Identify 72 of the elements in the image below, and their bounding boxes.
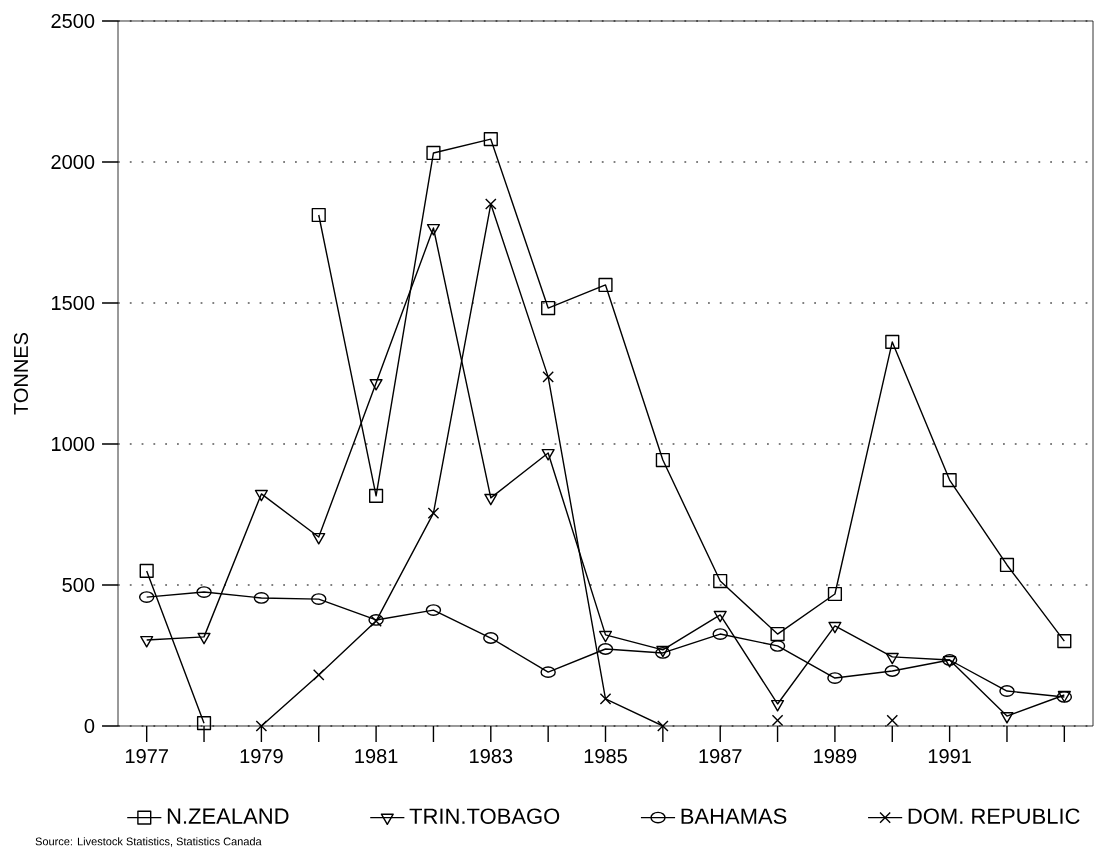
point	[485, 198, 497, 210]
point	[598, 630, 613, 643]
point	[885, 334, 900, 349]
point	[541, 300, 556, 316]
point	[369, 378, 383, 391]
point	[884, 665, 900, 677]
point	[425, 604, 442, 616]
legend-label: BAHAMAS	[681, 808, 787, 824]
point	[311, 593, 327, 605]
y-tick-label: 2500	[51, 13, 95, 29]
point	[597, 643, 614, 655]
point	[712, 628, 728, 640]
point	[827, 586, 843, 602]
point	[886, 714, 899, 727]
point	[770, 626, 785, 642]
point	[598, 277, 613, 293]
point	[139, 563, 154, 578]
y-tick-label: 0	[84, 718, 95, 734]
point	[427, 507, 440, 519]
point	[253, 592, 270, 604]
x-tick-label: 1991	[928, 749, 971, 764]
x-tick-label: 1987	[699, 749, 742, 764]
point	[1057, 634, 1072, 649]
point	[254, 489, 268, 502]
point	[484, 493, 498, 506]
point	[312, 669, 325, 681]
point	[140, 635, 154, 648]
point	[197, 632, 211, 645]
point	[713, 573, 728, 589]
point	[999, 685, 1015, 697]
x-tick-label: 1979	[240, 749, 283, 764]
x-tick-label: 1981	[355, 749, 398, 764]
point	[483, 632, 499, 644]
point	[942, 472, 957, 488]
legend-label: N.ZEALAND	[167, 808, 289, 824]
point	[426, 223, 441, 236]
y-axis-title: TONNES	[13, 332, 29, 415]
point	[885, 652, 899, 665]
x-tick-label: 1989	[814, 749, 857, 764]
point	[540, 666, 556, 679]
point	[828, 621, 842, 634]
point	[1000, 712, 1014, 724]
x-tick-label: 1983	[470, 749, 513, 764]
point	[655, 452, 670, 468]
point	[599, 693, 612, 705]
y-tick-label: 1000	[52, 436, 95, 452]
y-tick-label: 1500	[52, 295, 95, 311]
point	[196, 716, 212, 731]
x-tick-label: 1977	[125, 749, 168, 764]
point	[999, 557, 1015, 573]
point	[311, 207, 326, 223]
point	[196, 586, 212, 598]
point	[542, 371, 554, 383]
point	[541, 448, 555, 461]
point	[426, 145, 441, 161]
point	[312, 532, 326, 545]
x-tick-label: 1985	[584, 749, 627, 764]
point	[769, 640, 786, 652]
source-note: Source: Livestock Statistics, Statistics Canada	[35, 837, 262, 847]
point	[483, 132, 498, 147]
y-tick-label: 500	[62, 577, 95, 593]
legend-label: TRIN.TOBAGO	[409, 808, 560, 824]
y-tick-label: 2000	[51, 154, 95, 170]
point	[138, 591, 155, 604]
point	[770, 699, 785, 712]
point	[713, 610, 727, 623]
point	[771, 714, 784, 727]
point	[255, 720, 268, 732]
point	[369, 488, 384, 503]
legend-label: DOM. REPUBLIC	[908, 808, 1080, 824]
point	[827, 672, 843, 684]
point	[657, 720, 669, 732]
